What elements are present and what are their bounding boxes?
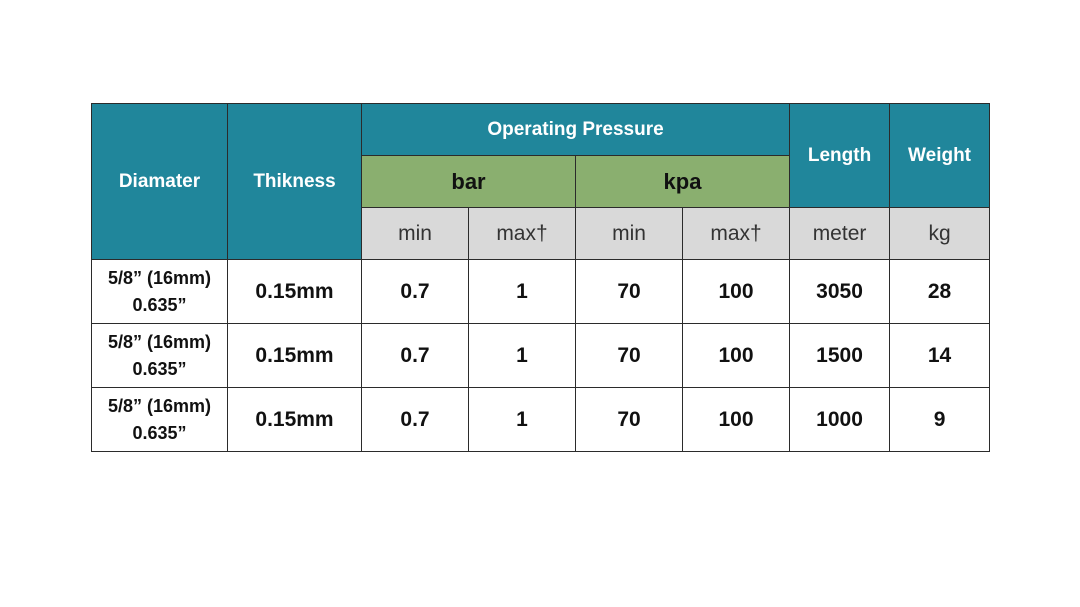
unit-cell: min xyxy=(575,207,683,260)
header-cell: Operating Pressure xyxy=(360,103,791,156)
data-cell: 0.15mm xyxy=(227,323,362,388)
header-row: bar kpa xyxy=(92,155,990,208)
diameter-line: 5/8” (16mm) xyxy=(107,395,212,416)
header-cell: Length xyxy=(789,103,891,208)
data-cell: 70 xyxy=(575,323,683,388)
data-cell: 0.7 xyxy=(361,387,469,452)
unit-row: min max† min max† meter kg xyxy=(92,207,991,260)
data-cell: 1500 xyxy=(789,323,891,388)
data-cell: 0.15mm xyxy=(227,387,362,452)
data-cell: 1 xyxy=(468,259,576,324)
header-cell: Diamater xyxy=(91,103,228,260)
header-cell: bar xyxy=(361,155,576,208)
unit-cell: min xyxy=(361,207,469,260)
diameter-line: 0.635” xyxy=(132,422,187,443)
diameter-cell: 5/8” (16mm) 0.635” xyxy=(91,259,228,324)
diameter-line: 5/8” (16mm) xyxy=(107,331,212,352)
data-cell: 100 xyxy=(681,259,791,324)
unit-cell: meter xyxy=(789,207,891,260)
data-cell: 100 xyxy=(681,387,791,452)
data-cell: 0.15mm xyxy=(227,259,362,324)
data-cell: 14 xyxy=(889,323,991,388)
data-cell: 28 xyxy=(889,259,991,324)
unit-cell: max† xyxy=(681,207,791,260)
spec-table: Diamater Thikness Operating Pressure Len… xyxy=(91,103,991,452)
unit-cell: max† xyxy=(468,207,576,260)
header-cell: Thikness xyxy=(227,103,362,260)
data-cell: 100 xyxy=(681,323,791,388)
header-cell: Weight xyxy=(889,103,991,208)
data-cell: 1 xyxy=(468,387,576,452)
diameter-cell: 5/8” (16mm) 0.635” xyxy=(91,387,228,452)
diameter-line: 5/8” (16mm) xyxy=(107,267,212,288)
unit-cell: kg xyxy=(889,207,991,260)
header-row: Diamater Thikness Operating Pressure Len… xyxy=(91,103,991,260)
data-cell: 0.7 xyxy=(361,259,469,324)
data-row: 5/8” (16mm) 0.635” 0.15mm 0.7 1 70 100 3050 28 xyxy=(91,259,991,324)
data-row: 5/8” (16mm) 0.635” 0.15mm 0.7 1 70 100 1000 9 xyxy=(91,387,991,452)
data-cell: 70 xyxy=(575,259,683,324)
diameter-cell: 5/8” (16mm) 0.635” xyxy=(91,323,228,388)
data-cell: 1000 xyxy=(789,387,891,452)
header-cell: kpa xyxy=(574,155,791,208)
data-cell: 3050 xyxy=(789,259,891,324)
data-cell: 0.7 xyxy=(361,323,469,388)
data-cell: 1 xyxy=(468,323,576,388)
data-row: 5/8” (16mm) 0.635” 0.15mm 0.7 1 70 100 1500 14 xyxy=(91,323,991,388)
diameter-line: 0.635” xyxy=(132,294,187,315)
diameter-line: 0.635” xyxy=(132,358,187,379)
data-cell: 70 xyxy=(575,387,683,452)
data-cell: 9 xyxy=(889,387,991,452)
